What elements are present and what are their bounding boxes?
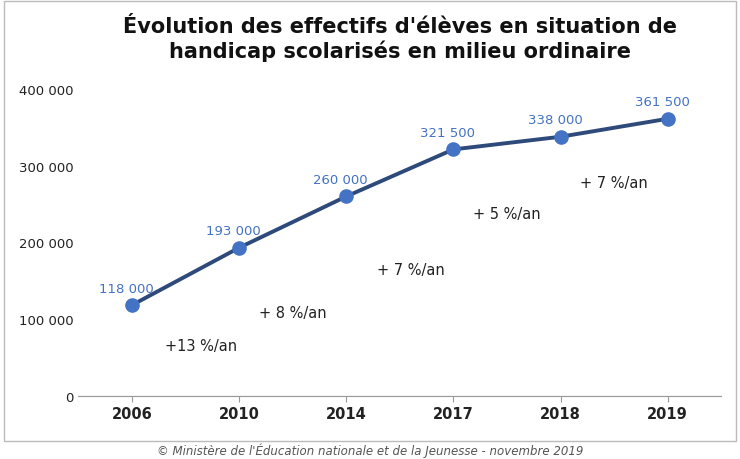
Point: [340, 193, 352, 201]
Text: 361 500: 361 500: [635, 96, 690, 109]
Text: 338 000: 338 000: [528, 114, 582, 127]
Point: [448, 146, 460, 154]
Text: + 5 %/an: + 5 %/an: [473, 207, 541, 221]
Point: [233, 245, 245, 252]
Text: + 7 %/an: + 7 %/an: [377, 262, 444, 277]
Point: [554, 134, 566, 141]
Text: + 8 %/an: + 8 %/an: [259, 306, 326, 321]
Point: [662, 116, 673, 123]
Title: Évolution des effectifs d'élèves en situation de
handicap scolarisés en milieu o: Évolution des effectifs d'élèves en situ…: [123, 17, 677, 62]
Text: 260 000: 260 000: [314, 174, 368, 186]
Text: 321 500: 321 500: [420, 126, 476, 140]
Text: 118 000: 118 000: [99, 282, 154, 295]
Text: © Ministère de l'Éducation nationale et de la Jeunesse - novembre 2019: © Ministère de l'Éducation nationale et …: [157, 442, 583, 457]
Text: +13 %/an: +13 %/an: [165, 339, 238, 353]
Point: [126, 302, 138, 309]
Text: 193 000: 193 000: [206, 224, 261, 238]
Text: + 7 %/an: + 7 %/an: [580, 176, 648, 191]
